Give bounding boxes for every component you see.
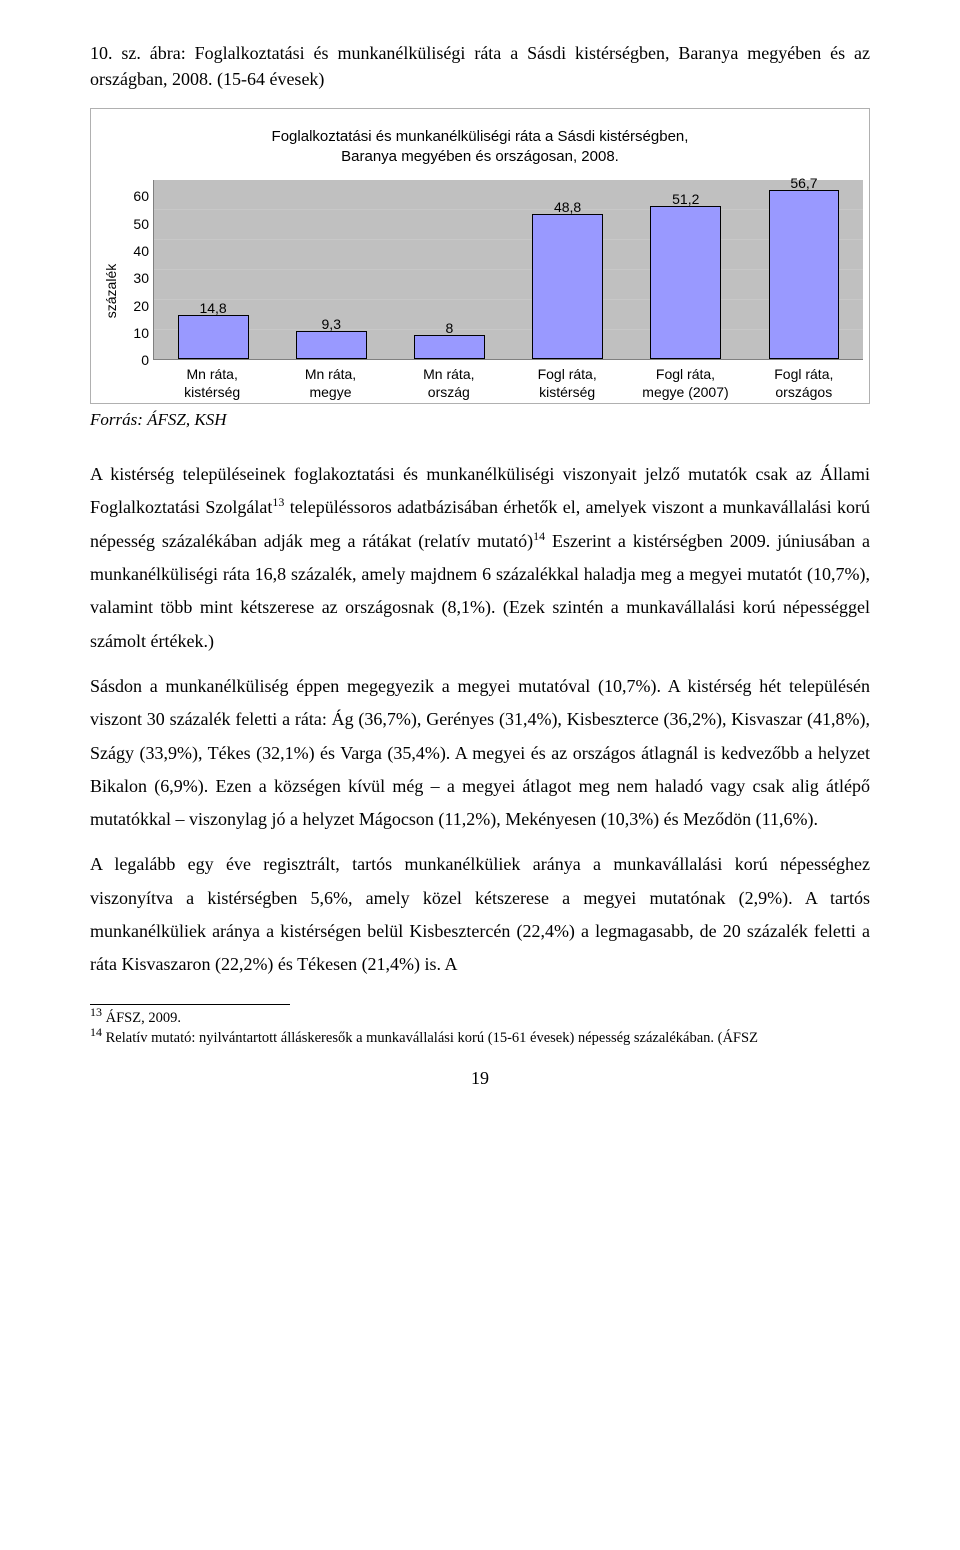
bar-value-label: 56,7: [790, 175, 817, 191]
footnote-ref-14: 14: [533, 529, 545, 543]
footnote-separator: [90, 1004, 290, 1005]
bar-slot: 8: [390, 180, 508, 359]
figure-caption: 10. sz. ábra: Foglalkoztatási és munkané…: [90, 40, 870, 92]
x-tick-label: Fogl ráta,megye (2007): [626, 360, 744, 401]
y-tick: 50: [125, 216, 149, 232]
footnote-text-14: Relatív mutató: nyilvántartott álláskere…: [106, 1030, 758, 1046]
x-tick-label: Mn ráta,ország: [390, 360, 508, 401]
bar: 56,7: [769, 190, 840, 359]
bar-value-label: 9,3: [322, 316, 341, 332]
footnote-14: 14 Relatív mutató: nyilvántartott állásk…: [90, 1029, 870, 1048]
chart-title-line2: Baranya megyében és országosan, 2008.: [341, 148, 619, 165]
chart-source: Forrás: ÁFSZ, KSH: [90, 410, 870, 430]
bar-value-label: 14,8: [199, 300, 226, 316]
bar: 51,2: [650, 206, 721, 359]
bar-value-label: 51,2: [672, 191, 699, 207]
bar-slot: 48,8: [509, 180, 627, 359]
chart-container: Foglalkoztatási és munkanélküliségi ráta…: [90, 108, 870, 404]
paragraph-2: Sásdon a munkanélküliség éppen megegyezi…: [90, 670, 870, 836]
bar: 48,8: [532, 214, 603, 360]
bar-slot: 56,7: [745, 180, 863, 359]
bar: 14,8: [178, 315, 249, 359]
footnote-num-14: 14: [90, 1026, 102, 1040]
y-tick: 30: [125, 270, 149, 286]
paragraph-3: A legalább egy éve regisztrált, tartós m…: [90, 848, 870, 981]
bar: 8: [414, 335, 485, 359]
bar-slot: 14,8: [154, 180, 272, 359]
footnote-ref-13: 13: [272, 495, 284, 509]
footnotes: 13 ÁFSZ, 2009. 14 Relatív mutató: nyilvá…: [90, 1009, 870, 1049]
y-tick: 40: [125, 243, 149, 259]
y-tick: 60: [125, 188, 149, 204]
x-tick-label: Mn ráta,kistérség: [153, 360, 271, 401]
plot-area: 14,8 9,3 8 48,8 51,2 56,7: [153, 180, 863, 360]
chart-title-line1: Foglalkoztatási és munkanélküliségi ráta…: [272, 128, 689, 145]
y-axis-label-wrap: százalék: [97, 180, 125, 401]
paragraph-1: A kistérség településeinek foglakoztatás…: [90, 458, 870, 658]
chart-title: Foglalkoztatási és munkanélküliségi ráta…: [97, 127, 863, 166]
x-tick-label: Fogl ráta,országos: [745, 360, 863, 401]
y-tick: 0: [125, 352, 149, 368]
bar-slot: 51,2: [627, 180, 745, 359]
x-tick-label: Mn ráta,megye: [271, 360, 389, 401]
footnote-13: 13 ÁFSZ, 2009.: [90, 1009, 870, 1028]
page-number: 19: [90, 1068, 870, 1089]
x-tick-label: Fogl ráta,kistérség: [508, 360, 626, 401]
bar: 9,3: [296, 331, 367, 359]
footnote-num-13: 13: [90, 1005, 102, 1019]
y-ticks: 0102030405060: [125, 180, 153, 360]
bar-value-label: 48,8: [554, 199, 581, 215]
y-tick: 10: [125, 325, 149, 341]
bar-slot: 9,3: [272, 180, 390, 359]
bar-value-label: 8: [446, 320, 454, 336]
y-tick: 20: [125, 298, 149, 314]
x-tick-labels: Mn ráta,kistérségMn ráta,megyeMn ráta,or…: [153, 360, 863, 401]
y-axis-label: százalék: [103, 263, 119, 317]
footnote-text-13: ÁFSZ, 2009.: [106, 1010, 181, 1026]
